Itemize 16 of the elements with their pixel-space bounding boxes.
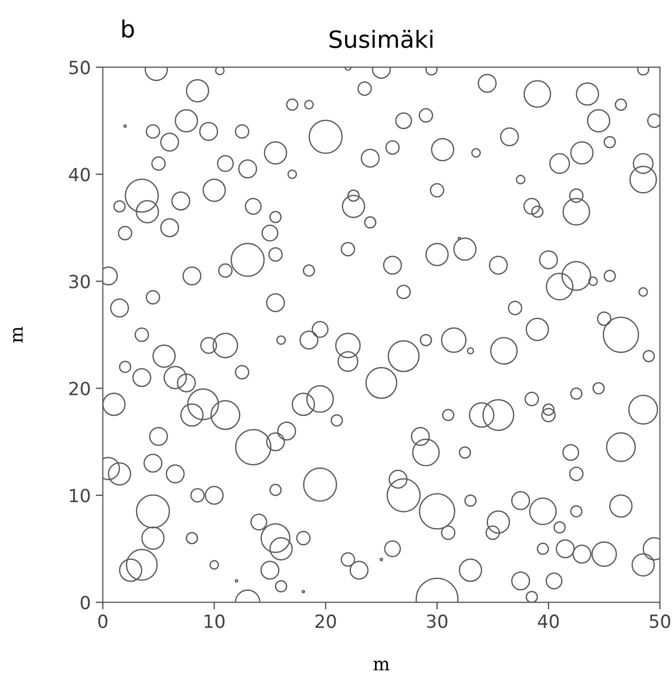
chart-title: Susimäki <box>330 30 432 48</box>
y-tick-label: 30 <box>69 274 90 288</box>
y-tick-label: 40 <box>68 168 90 182</box>
text: b <box>122 19 134 38</box>
x-tick-label: 50 <box>650 614 670 628</box>
y-tick-label: 20 <box>69 382 90 396</box>
x-tick-label: 40 <box>538 614 559 628</box>
x-tick-label: 20 <box>315 614 336 628</box>
x-tick-label: 0 <box>98 614 108 628</box>
y-tick-label: 10 <box>70 488 90 502</box>
y-tick-label: 50 <box>69 60 90 74</box>
y-axis-title: m <box>12 326 23 343</box>
x-axis-title: m <box>373 660 390 670</box>
x-tick-label: 30 <box>426 614 448 628</box>
x-tick-label: 10 <box>204 614 225 628</box>
y-tick-label: 0 <box>80 596 90 610</box>
